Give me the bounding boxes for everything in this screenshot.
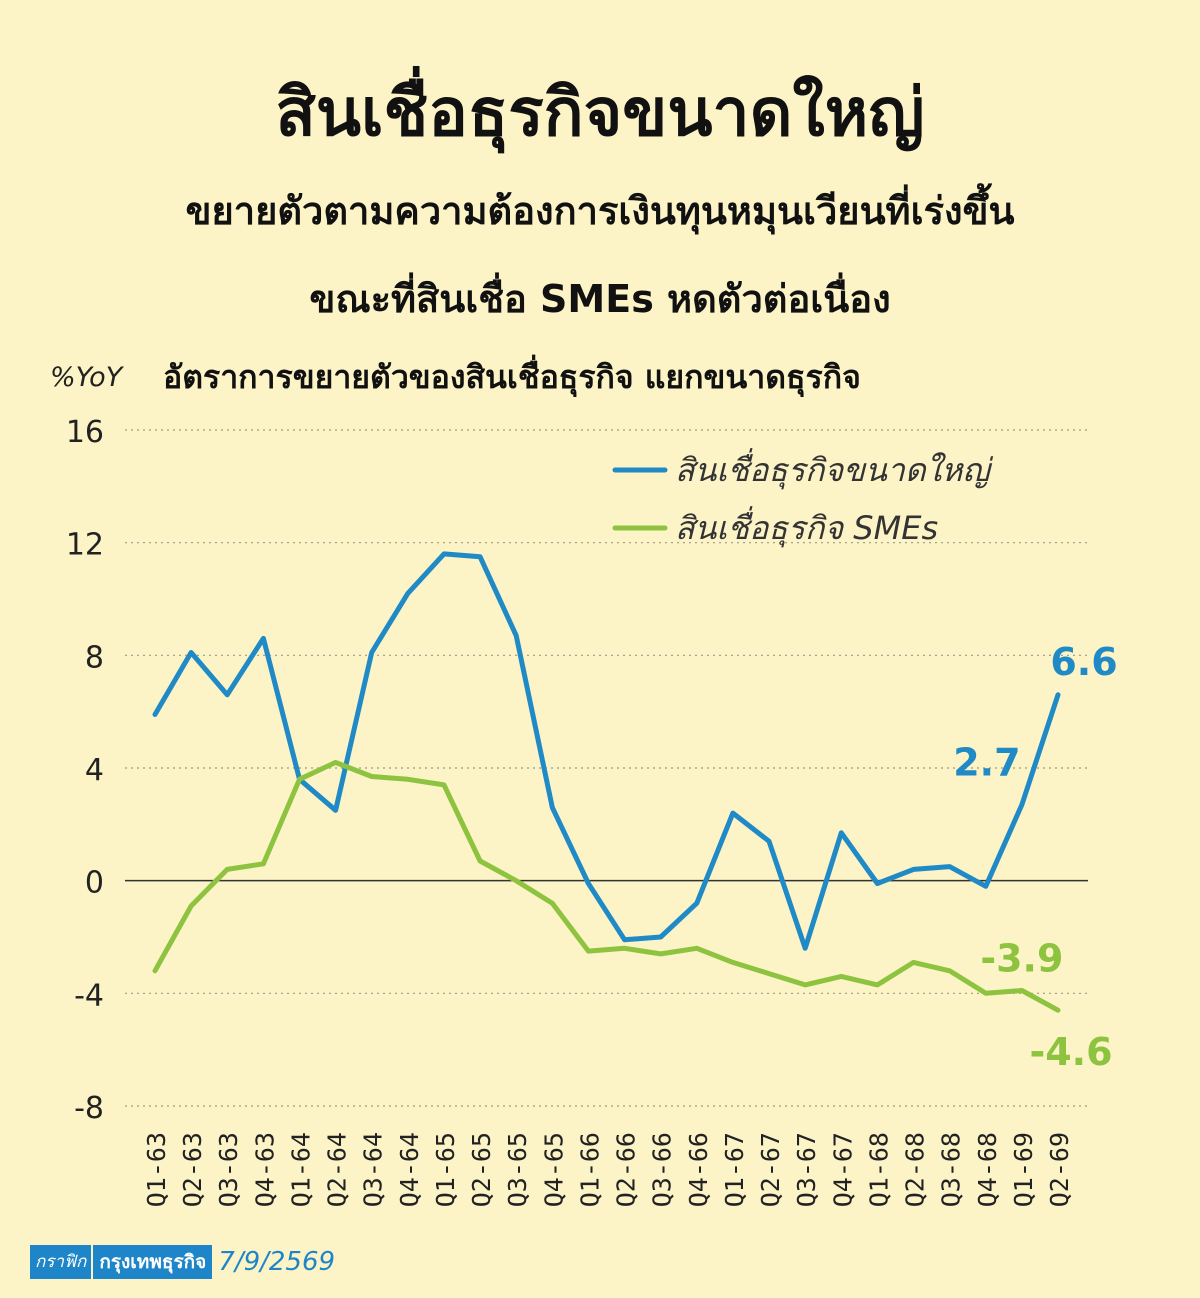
data-label: 6.6: [1050, 640, 1117, 684]
data-label: -3.9: [980, 937, 1063, 981]
chart-title: อัตราการขยายตัวของสินเชื่อธุรกิจ แยกขนาด…: [163, 358, 861, 396]
x-tick-label: Q1-65: [431, 1132, 460, 1207]
x-tick-label: Q4-66: [684, 1132, 713, 1207]
x-tick-label: Q1-64: [286, 1132, 315, 1207]
x-tick-label: Q4-64: [395, 1132, 424, 1207]
x-tick-label: Q1-67: [720, 1132, 749, 1207]
x-tick-label: Q3-65: [503, 1132, 532, 1207]
data-label: 2.7: [953, 741, 1020, 785]
x-tick-label: Q3-68: [937, 1132, 966, 1207]
x-tick-label: Q2-68: [901, 1132, 930, 1207]
chart-subtitle-line2: ขณะที่สินเชื่อ SMEs หดตัวต่อเนื่อง: [309, 277, 891, 321]
y-axis-unit-label: %YoY: [50, 362, 123, 393]
x-tick-label: Q3-66: [648, 1132, 677, 1207]
credit-org: กรุงเทพธุรกิจ: [91, 1245, 213, 1279]
x-tick-label: Q4-68: [973, 1132, 1002, 1207]
x-tick-label: Q4-67: [828, 1132, 857, 1207]
x-tick-label: Q3-63: [214, 1132, 243, 1207]
x-tick-label: Q1-68: [864, 1132, 893, 1207]
y-tick-label: 0: [85, 866, 104, 901]
y-tick-label: 16: [66, 415, 104, 450]
x-tick-label: Q2-67: [756, 1132, 785, 1207]
x-tick-label: Q1-63: [142, 1132, 171, 1207]
credit-block: กราฟิก กรุงเทพธุรกิจ 7/9/2569: [30, 1244, 335, 1280]
x-tick-label: Q2-63: [178, 1132, 207, 1207]
x-tick-label: Q3-67: [792, 1132, 821, 1207]
credit-date: 7/9/2569: [218, 1247, 336, 1277]
x-tick-label: Q2-69: [1045, 1132, 1074, 1207]
series-line-1: [152, 759, 1061, 1013]
y-tick-label: 4: [85, 753, 104, 788]
data-label: -4.6: [1029, 1030, 1112, 1074]
x-tick-label: Q2-64: [323, 1132, 352, 1207]
credit-label: กราฟิก: [30, 1245, 92, 1279]
x-tick-label: Q2-65: [467, 1132, 496, 1207]
x-tick-label: Q2-66: [612, 1132, 641, 1207]
x-tick-label: Q4-65: [539, 1132, 568, 1207]
y-tick-label: -8: [74, 1091, 104, 1126]
series-line-0: [152, 551, 1061, 951]
y-tick-label: -4: [74, 978, 104, 1013]
line-chart: 16 12 8 4 0 -4 -8 Q1-63 Q2-63 Q3-63 Q4-63 Q1-64 Q2-6…: [66, 415, 1118, 1207]
x-tick-label: Q1-69: [1009, 1132, 1038, 1207]
chart-subtitle-line1: ขยายตัวตามความต้องการเงินทุนหมุนเวียนที่…: [185, 189, 1015, 233]
x-tick-label: Q3-64: [359, 1132, 388, 1207]
chart-main-title: สินเชื่อธุรกิจขนาดใหญ่: [275, 74, 925, 151]
x-tick-label: Q4-63: [250, 1132, 279, 1207]
legend-label-1: สินเชื่อธุรกิจ SMEs: [675, 506, 938, 548]
x-tick-label: Q1-66: [575, 1132, 604, 1207]
y-tick-label: 12: [66, 528, 104, 563]
y-tick-label: 8: [85, 640, 104, 675]
legend-label-0: สินเชื่อธุรกิจขนาดใหญ่: [675, 448, 994, 490]
